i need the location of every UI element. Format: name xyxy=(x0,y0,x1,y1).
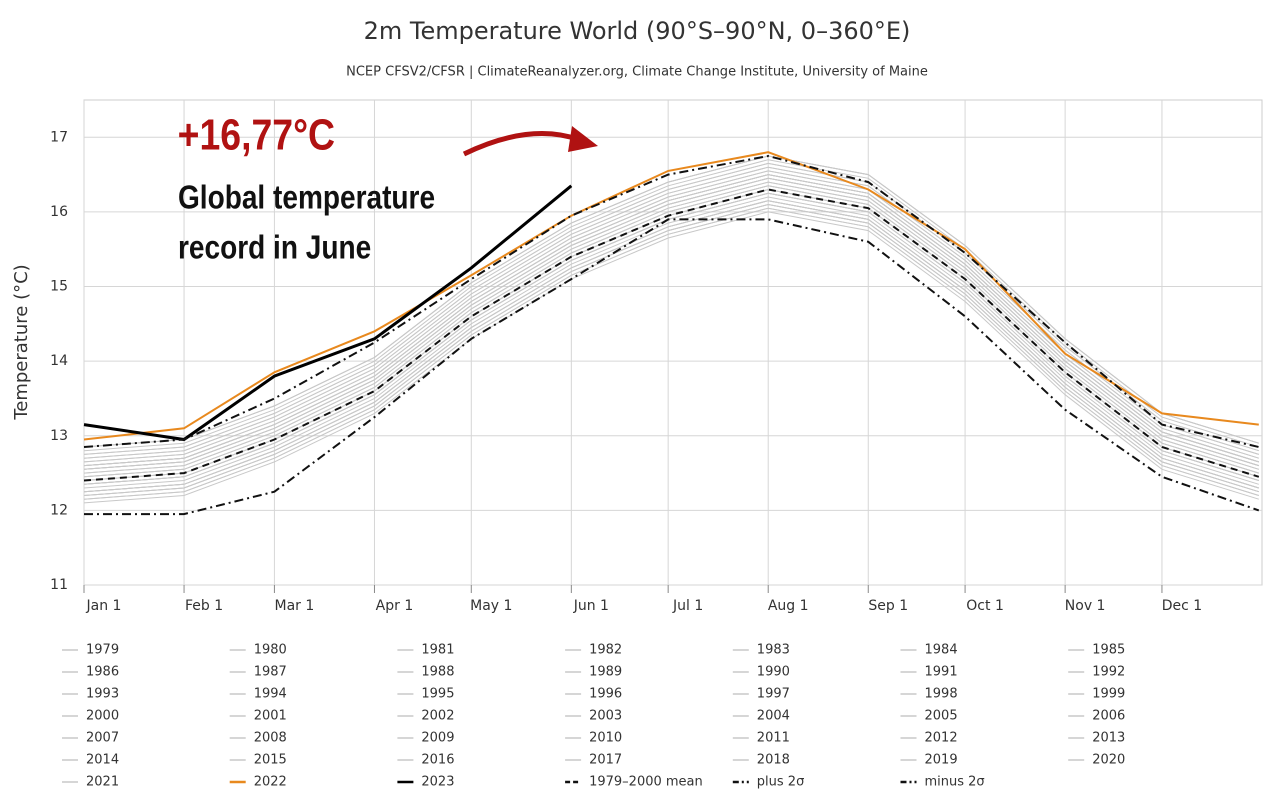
series-line xyxy=(83,203,1259,496)
series-line xyxy=(84,218,1260,516)
series-line xyxy=(83,181,1259,474)
y-tick-label: 12 xyxy=(50,502,68,518)
legend-label[interactable]: 1983 xyxy=(757,643,790,658)
series-line xyxy=(83,188,1260,482)
legend-label[interactable]: 2021 xyxy=(86,775,119,790)
legend-label[interactable]: 2015 xyxy=(254,753,287,768)
series-line xyxy=(83,207,1259,500)
series-line xyxy=(83,154,1260,448)
x-tick-label: Sep 1 xyxy=(868,598,908,614)
legend-label[interactable]: 2007 xyxy=(86,731,119,746)
legend: 1979 1980 1981 1982 1983 1984 1985 1986 1987 1988… xyxy=(62,643,1125,790)
legend-label[interactable]: 1992 xyxy=(1092,665,1125,680)
legend-label[interactable]: 1991 xyxy=(925,665,958,680)
legend-label[interactable]: 1999 xyxy=(1092,687,1125,702)
legend-label[interactable]: 2012 xyxy=(925,731,958,746)
x-tick-label: Feb 1 xyxy=(185,598,223,614)
legend-label[interactable]: 1986 xyxy=(86,665,119,680)
legend-label[interactable]: 2009 xyxy=(421,731,454,746)
legend-label[interactable]: 2005 xyxy=(925,709,958,724)
legend-label[interactable]: 2008 xyxy=(254,731,287,746)
y-tick-label: 14 xyxy=(50,353,68,369)
series-line xyxy=(83,162,1259,455)
legend-label[interactable]: plus 2σ xyxy=(757,775,805,790)
legend-label[interactable]: 2023 xyxy=(421,775,454,790)
series-line xyxy=(83,185,1259,478)
legend-label[interactable]: 1979 xyxy=(86,643,119,658)
legend-label[interactable]: 1997 xyxy=(757,687,790,702)
plot-border xyxy=(83,99,1263,586)
annotation-line: Global temperature xyxy=(178,180,435,217)
y-tick-label: 11 xyxy=(50,577,68,593)
x-tick-label: Jun 1 xyxy=(573,598,609,614)
legend-label[interactable]: 2014 xyxy=(86,753,119,768)
legend-label[interactable]: 2000 xyxy=(86,709,119,724)
legend-label[interactable]: 1995 xyxy=(421,687,454,702)
legend-label[interactable]: 1984 xyxy=(925,643,958,658)
series-line xyxy=(83,200,1259,493)
x-tick-label: Jul 1 xyxy=(672,598,703,614)
legend-label[interactable]: 2020 xyxy=(1092,753,1125,768)
series-line xyxy=(83,166,1259,459)
legend-label[interactable]: 1985 xyxy=(1092,643,1125,658)
arrow-head xyxy=(568,126,598,152)
plot-area: 11 12 13 14 15 16 17 Jan 1 Feb 1 Mar 1 Apr 1 May 1 J… xyxy=(50,99,1263,614)
series-line xyxy=(83,159,1259,452)
legend-label[interactable]: 2002 xyxy=(421,709,454,724)
x-tick-label: Mar 1 xyxy=(275,598,315,614)
series-line xyxy=(83,184,573,442)
legend-label[interactable]: 2010 xyxy=(589,731,622,746)
legend-label[interactable]: minus 2σ xyxy=(925,775,985,790)
legend-label[interactable]: 2003 xyxy=(589,709,622,724)
legend-label[interactable]: 1982 xyxy=(589,643,622,658)
legend-label[interactable]: 2016 xyxy=(421,753,454,768)
x-tick-label: May 1 xyxy=(470,598,512,614)
legend-label[interactable]: 2018 xyxy=(757,753,790,768)
legend-label[interactable]: 1993 xyxy=(86,687,119,702)
legend-label[interactable]: 1990 xyxy=(757,665,790,680)
legend-label[interactable]: 2013 xyxy=(1092,731,1125,746)
legend-label[interactable]: 2004 xyxy=(757,709,790,724)
y-tick-label: 13 xyxy=(50,428,68,444)
legend-label[interactable]: 2017 xyxy=(589,753,622,768)
legend-label[interactable]: 1988 xyxy=(421,665,454,680)
x-tick-label: Jan 1 xyxy=(86,598,122,614)
y-tick-label: 16 xyxy=(50,204,68,220)
legend-label[interactable]: 1987 xyxy=(254,665,287,680)
series-line xyxy=(83,196,1259,489)
series-line xyxy=(83,151,1259,441)
legend-label[interactable]: 2019 xyxy=(925,753,958,768)
series-line xyxy=(83,177,1259,470)
annotation-line: record in June xyxy=(178,230,371,267)
x-tick-label: Apr 1 xyxy=(376,598,414,614)
x-tick-label: Dec 1 xyxy=(1162,598,1202,614)
chart-subtitle: NCEP CFSV2/CFSR | ClimateReanalyzer.org,… xyxy=(346,65,928,80)
legend-label[interactable]: 1989 xyxy=(589,665,622,680)
y-tick-label: 17 xyxy=(50,129,68,145)
legend-label[interactable]: 1980 xyxy=(254,643,287,658)
legend-label[interactable]: 2001 xyxy=(254,709,287,724)
x-tick-label: Aug 1 xyxy=(768,598,809,614)
y-tick-label: 15 xyxy=(50,279,68,295)
arrow xyxy=(462,131,581,157)
legend-label[interactable]: 1981 xyxy=(421,643,454,658)
legend-label[interactable]: 2022 xyxy=(254,775,287,790)
x-tick-label: Oct 1 xyxy=(966,598,1004,614)
legend-label[interactable]: 1994 xyxy=(254,687,287,702)
chart-title: 2m Temperature World (90°S–90°N, 0–360°E… xyxy=(364,17,911,45)
legend-label[interactable]: 1998 xyxy=(925,687,958,702)
legend-label[interactable]: 2011 xyxy=(757,731,790,746)
series-line xyxy=(83,211,1259,504)
x-tick-label: Nov 1 xyxy=(1065,598,1106,614)
series-line xyxy=(83,174,1259,467)
legend-label[interactable]: 2006 xyxy=(1092,709,1125,724)
annotation-value: +16,77°C xyxy=(178,110,335,160)
y-axis-label: Temperature (°C) xyxy=(11,264,32,420)
legend-label[interactable]: 1979–2000 mean xyxy=(589,775,703,790)
series-line xyxy=(83,155,1259,448)
legend-label[interactable]: 1996 xyxy=(589,687,622,702)
